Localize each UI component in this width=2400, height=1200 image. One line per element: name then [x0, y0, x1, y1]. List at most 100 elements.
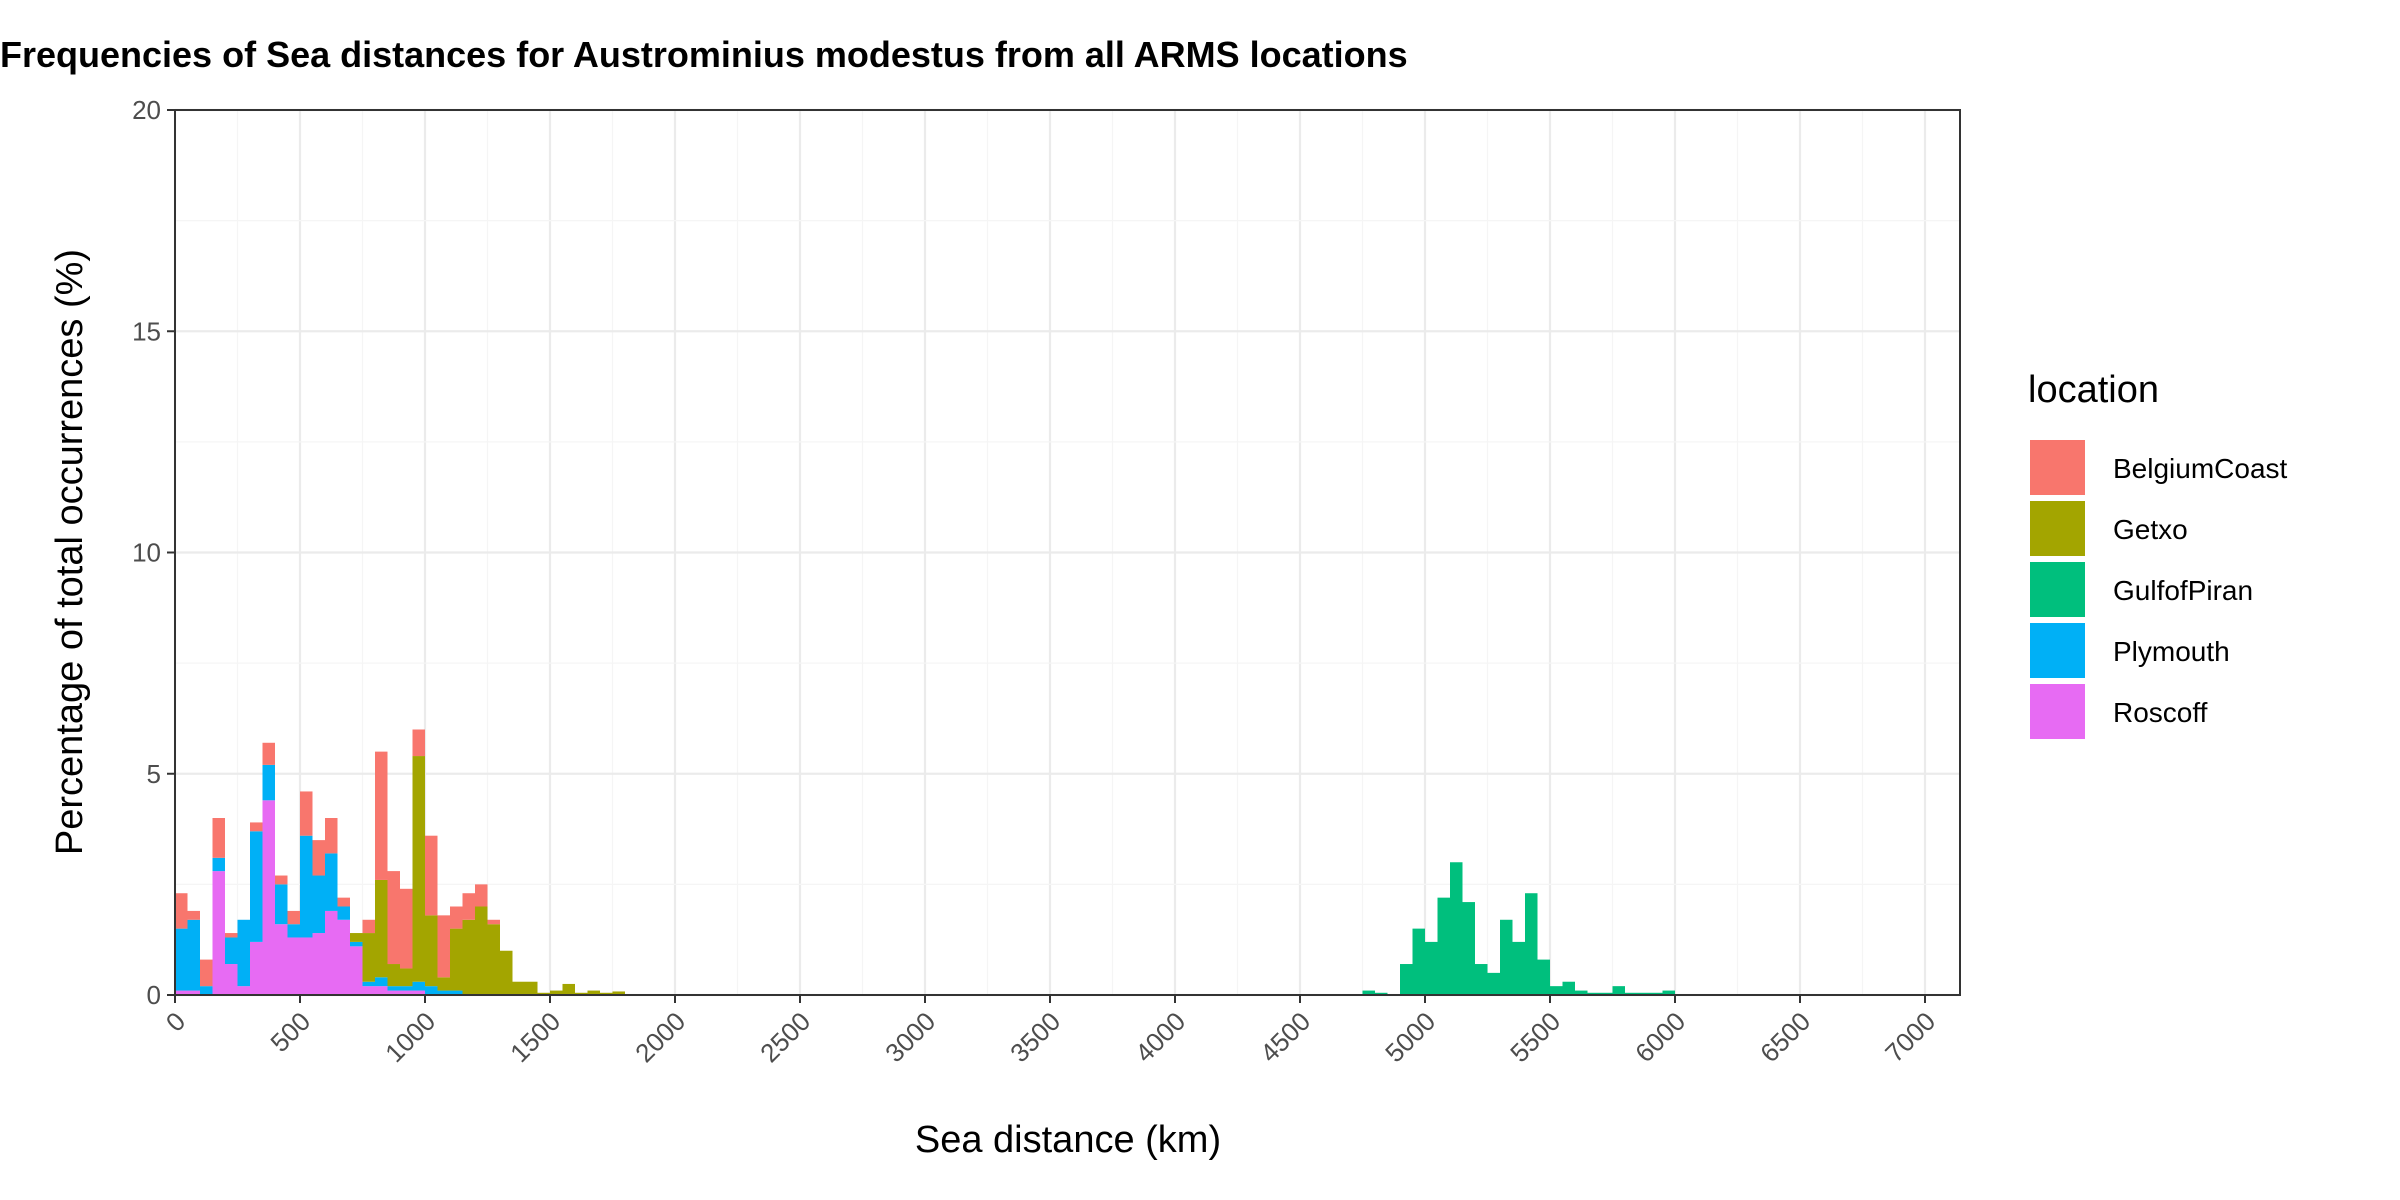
bar-belgiumcoast-300 — [250, 822, 263, 832]
bar-plymouth-1100 — [450, 990, 463, 995]
bar-getxo-1700 — [600, 992, 613, 995]
bar-gulfofpiran-5950 — [1662, 990, 1675, 995]
bar-getxo-1550 — [562, 983, 575, 995]
grid-lines — [173, 108, 1960, 997]
legend-swatch-belgiumcoast — [2030, 440, 2085, 495]
legend-swatch-plymouth — [2030, 623, 2085, 678]
bar-plymouth-250 — [237, 919, 250, 987]
bar-plymouth-100 — [200, 986, 213, 995]
plot-panel — [173, 108, 1961, 997]
bar-plymouth-800 — [375, 977, 388, 987]
y-tick-label: 5 — [147, 759, 161, 789]
y-tick-label: 15 — [132, 316, 161, 346]
bar-gulfofpiran-5550 — [1562, 981, 1575, 995]
bar-gulfofpiran-5050 — [1437, 897, 1450, 995]
bar-getxo-1350 — [512, 981, 525, 995]
legend-swatch-gulfofpiran — [2030, 562, 2085, 617]
bar-roscoff-500 — [300, 937, 313, 995]
legend-label-getxo: Getxo — [2113, 514, 2188, 545]
y-tick-label: 20 — [132, 95, 161, 125]
bar-plymouth-900 — [400, 986, 413, 991]
bar-roscoff-550 — [312, 933, 325, 995]
bar-gulfofpiran-5700 — [1600, 992, 1613, 995]
bar-plymouth-500 — [300, 835, 313, 938]
bar-getxo-750 — [362, 933, 375, 982]
bar-belgiumcoast-100 — [200, 959, 213, 987]
bar-plymouth-700 — [350, 941, 363, 947]
bar-belgiumcoast-1150 — [462, 893, 475, 920]
legend-items: BelgiumCoast Getxo GulfofPiran Plymouth Rosc… — [2030, 440, 2288, 739]
bar-plymouth-200 — [225, 937, 238, 965]
bar-roscoff-600 — [325, 910, 338, 995]
bar-getxo-1500 — [550, 990, 563, 995]
histogram-bars — [175, 729, 1675, 995]
bar-roscoff-200 — [225, 964, 238, 995]
bar-gulfofpiran-4900 — [1400, 964, 1413, 995]
bar-belgiumcoast-50 — [187, 910, 200, 920]
bar-roscoff-300 — [250, 941, 263, 995]
bar-gulfofpiran-5250 — [1487, 972, 1500, 995]
x-axis-title: Sea distance (km) — [915, 1119, 1221, 1161]
bar-getxo-1250 — [487, 924, 500, 995]
bar-gulfofpiran-5800 — [1625, 992, 1638, 995]
bar-getxo-1450 — [537, 992, 550, 995]
legend-label-belgiumcoast: BelgiumCoast — [2113, 453, 2288, 484]
bar-gulfofpiran-5650 — [1587, 992, 1600, 995]
bar-getxo-900 — [400, 968, 413, 987]
bar-plymouth-600 — [325, 853, 338, 911]
bar-roscoff-350 — [262, 800, 275, 995]
bar-roscoff-800 — [375, 986, 388, 995]
bar-plymouth-750 — [362, 981, 375, 987]
bar-gulfofpiran-5850 — [1637, 992, 1650, 995]
bar-roscoff-850 — [387, 990, 400, 995]
bar-getxo-1400 — [525, 981, 538, 995]
bar-roscoff-450 — [287, 937, 300, 995]
bar-plymouth-400 — [275, 884, 288, 925]
bar-getxo-1650 — [587, 990, 600, 995]
bar-roscoff-400 — [275, 924, 288, 995]
chart-title: Frequencies of Sea distances for Austrom… — [0, 34, 1408, 75]
bar-belgiumcoast-450 — [287, 910, 300, 925]
bar-plymouth-550 — [312, 875, 325, 934]
bar-roscoff-950 — [412, 990, 425, 995]
bar-belgiumcoast-750 — [362, 919, 375, 934]
legend-title: location — [2028, 369, 2159, 411]
bar-gulfofpiran-4950 — [1412, 928, 1425, 995]
bar-getxo-1150 — [462, 919, 475, 995]
bar-belgiumcoast-900 — [400, 888, 413, 969]
bar-roscoff-700 — [350, 946, 363, 995]
bar-getxo-700 — [350, 933, 363, 942]
bar-gulfofpiran-5600 — [1575, 990, 1588, 995]
bar-gulfofpiran-5000 — [1425, 941, 1438, 995]
bar-getxo-950 — [412, 756, 425, 982]
bar-belgiumcoast-600 — [325, 818, 338, 854]
bar-plymouth-650 — [337, 906, 350, 920]
legend-label-roscoff: Roscoff — [2113, 697, 2208, 728]
bar-belgiumcoast-350 — [262, 742, 275, 765]
bar-gulfofpiran-5300 — [1500, 919, 1513, 995]
bar-roscoff-900 — [400, 990, 413, 995]
bar-roscoff-750 — [362, 986, 375, 995]
y-axis-title: Percentage of total occurrences (%) — [49, 249, 91, 855]
bar-getxo-1050 — [437, 977, 450, 991]
bar-gulfofpiran-5100 — [1450, 862, 1463, 995]
bar-belgiumcoast-1050 — [437, 915, 450, 978]
y-tick-label: 10 — [132, 538, 161, 568]
legend-swatch-roscoff — [2030, 684, 2085, 739]
bar-belgiumcoast-550 — [312, 840, 325, 876]
bar-gulfofpiran-5750 — [1612, 986, 1625, 995]
bar-belgiumcoast-500 — [300, 791, 313, 836]
bar-getxo-850 — [387, 964, 400, 987]
bar-plymouth-850 — [387, 986, 400, 991]
bar-belgiumcoast-1000 — [425, 835, 438, 916]
bar-gulfofpiran-5500 — [1550, 986, 1563, 995]
bar-gulfofpiran-5900 — [1650, 992, 1663, 995]
bar-belgiumcoast-800 — [375, 751, 388, 880]
bar-belgiumcoast-650 — [337, 897, 350, 907]
bar-getxo-1000 — [425, 915, 438, 987]
bar-plymouth-350 — [262, 764, 275, 801]
legend-label-plymouth: Plymouth — [2113, 636, 2230, 667]
bar-roscoff-50 — [187, 990, 200, 995]
legend-label-gulfofpiran: GulfofPiran — [2113, 575, 2253, 606]
